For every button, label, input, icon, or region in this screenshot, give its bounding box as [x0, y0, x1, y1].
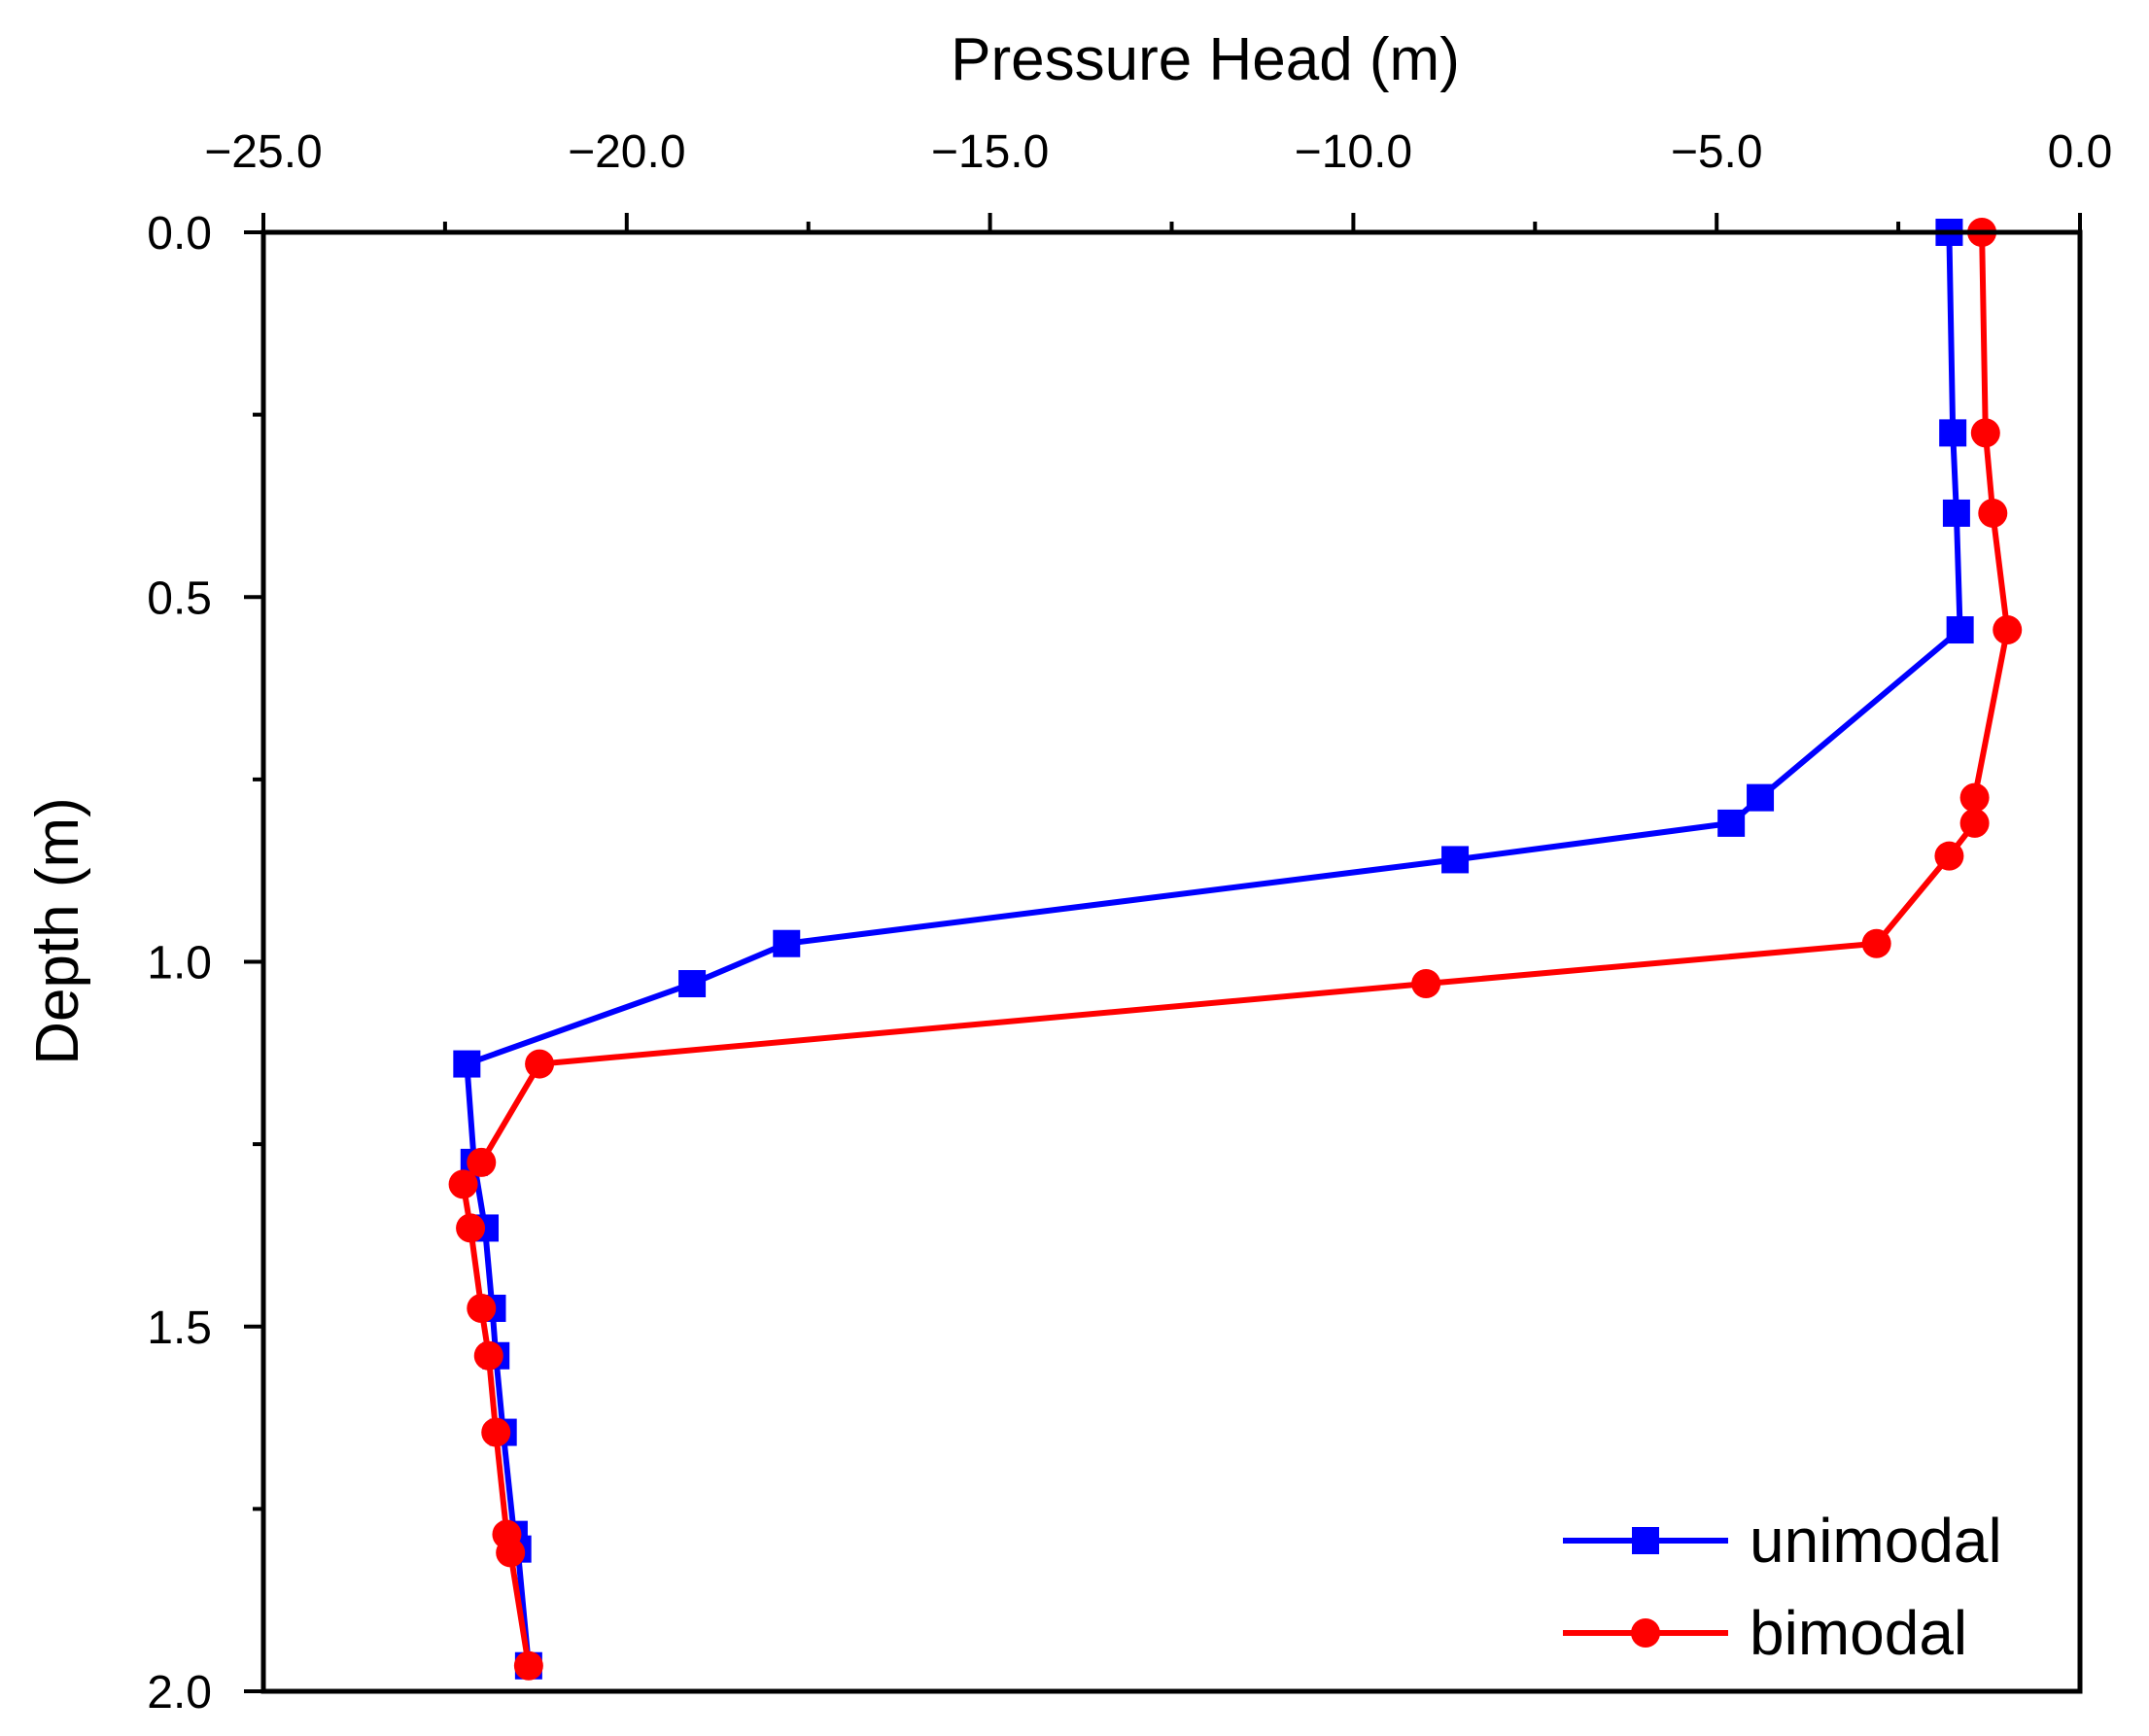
- y-axis-title: Depth (m): [24, 797, 91, 1065]
- bimodal-point: [513, 1650, 543, 1681]
- unimodal-point: [773, 929, 801, 957]
- x-tick-label: −25.0: [204, 126, 322, 178]
- bimodal-point: [1861, 928, 1891, 958]
- bimodal-point: [456, 1213, 486, 1243]
- bimodal-point: [473, 1340, 503, 1371]
- unimodal-line: [464, 231, 1963, 1666]
- bimodal-point: [467, 1147, 497, 1177]
- unimodal-point: [453, 1050, 481, 1078]
- x-tick-label: −20.0: [568, 126, 685, 178]
- unimodal-point: [678, 970, 707, 998]
- x-tick-label: −5.0: [1671, 126, 1763, 178]
- y-tick-label: 1.0: [147, 938, 212, 990]
- bimodal-point: [496, 1538, 526, 1568]
- bimodal-point: [1970, 418, 2000, 448]
- bimodal-point: [448, 1169, 478, 1199]
- legend-label: bimodal: [1750, 1598, 1967, 1668]
- y-tick-label: 0.5: [147, 573, 212, 624]
- bimodal-point: [1959, 808, 1990, 838]
- legend-item-bimodal: bimodal: [1563, 1598, 1967, 1668]
- legend-label: unimodal: [1750, 1506, 2002, 1576]
- bimodal-point: [525, 1049, 555, 1079]
- series-layer: [448, 218, 2023, 1681]
- bimodal-point: [1993, 615, 2023, 645]
- bimodal-line: [460, 231, 2011, 1667]
- bimodal-point: [1934, 841, 1964, 871]
- y-tick-label: 0.0: [147, 208, 212, 260]
- bimodal-point: [1978, 498, 2008, 528]
- bimodal-point: [1411, 969, 1441, 999]
- bimodal-point: [481, 1417, 511, 1447]
- x-axis-ticks: −25.0 −20.0 −15.0 −10.0 −5.0 0.0: [204, 126, 2112, 232]
- unimodal-point: [1939, 419, 1967, 447]
- unimodal-point: [1717, 809, 1746, 837]
- unimodal-point: [1441, 846, 1470, 874]
- bimodal-point: [1959, 782, 1990, 813]
- series-bimodal: [448, 218, 2023, 1681]
- x-tick-label: 0.0: [2048, 126, 2113, 178]
- x-axis-title: Pressure Head (m): [951, 26, 1460, 93]
- y-tick-label: 1.5: [147, 1302, 212, 1354]
- unimodal-point: [1946, 616, 1974, 644]
- legend-marker: [1632, 1527, 1659, 1554]
- series-unimodal: [453, 219, 1974, 1680]
- y-axis-ticks: 0.0 0.5 1.0 1.5 2.0: [147, 208, 263, 1719]
- legend-item-unimodal: unimodal: [1563, 1506, 2002, 1576]
- unimodal-point: [1942, 499, 1970, 527]
- plot-frame: [260, 229, 2083, 1694]
- x-tick-label: −15.0: [931, 126, 1049, 178]
- y-tick-label: 2.0: [147, 1667, 212, 1719]
- x-tick-label: −10.0: [1295, 126, 1412, 178]
- bimodal-point: [467, 1293, 497, 1323]
- unimodal-point: [1747, 783, 1775, 812]
- legend-marker: [1631, 1618, 1660, 1648]
- legend: unimodal bimodal: [1563, 1506, 2002, 1668]
